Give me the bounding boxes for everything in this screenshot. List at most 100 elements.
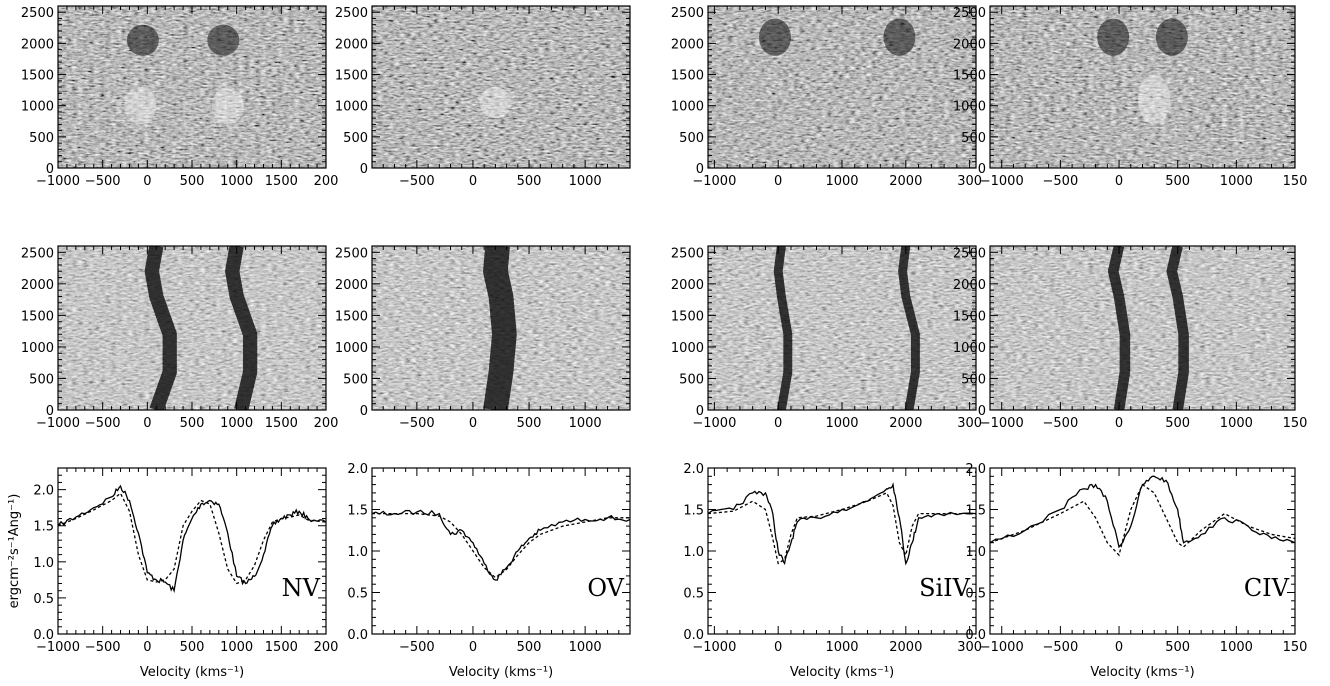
- x-tick-label: 1000: [825, 640, 858, 655]
- x-tick-label: 2000: [889, 640, 922, 655]
- y-tick-label: 0.0: [33, 628, 54, 643]
- track-dark-0: [144, 246, 177, 410]
- x-tick-label: 0: [469, 174, 477, 189]
- y-tick-label: 1500: [21, 69, 54, 84]
- y-tick-label: 2500: [671, 246, 704, 261]
- y-tick-label: 1.5: [683, 504, 704, 519]
- x-tick-label: 1000: [220, 174, 253, 189]
- heatmap-image: [58, 246, 326, 410]
- plot-lines: [990, 475, 1295, 557]
- x-tick-label: 150: [1283, 416, 1308, 431]
- series-solid-line: [58, 484, 326, 594]
- x-axis-title: Velocity (kms⁻¹): [1090, 665, 1194, 680]
- x-tick-label: −1000: [980, 640, 1024, 655]
- ion-label: CIV: [1244, 574, 1290, 602]
- heatmap-image: [990, 6, 1295, 168]
- y-tick-label: 2.0: [965, 462, 986, 477]
- x-tick-label: −500: [399, 174, 435, 189]
- y-axis-title: ergcm⁻²s⁻¹Ang⁻¹): [7, 494, 22, 609]
- y-tick-label: 1.5: [33, 520, 54, 535]
- y-tick-label: 1500: [671, 309, 704, 324]
- x-tick-label: −500: [1043, 174, 1079, 189]
- series-dashed-line: [58, 492, 326, 585]
- feature-bright-3: [211, 87, 244, 125]
- y-tick-label: 0.0: [965, 628, 986, 643]
- x-tick-label: −500: [85, 640, 121, 655]
- y-tick-label: 1000: [335, 341, 368, 356]
- panel-nv-top: −1000 −500 0 500 1000 1500 2000500100015002000…: [21, 5, 338, 189]
- y-tick-label: 2500: [335, 246, 368, 261]
- series-dashed-line: [708, 492, 976, 565]
- y-tick-label: 0: [978, 162, 986, 177]
- y-tick-label: 1500: [953, 309, 986, 324]
- series-solid-line: [990, 475, 1295, 549]
- x-tick-label: 1500: [265, 416, 298, 431]
- y-tick-label: 0.5: [683, 587, 704, 602]
- y-tick-label: 1000: [335, 100, 368, 115]
- track-dark-1: [1166, 246, 1189, 410]
- x-tick-label: 1000: [569, 640, 602, 655]
- y-tick-label: 500: [679, 131, 704, 146]
- feature-bright-2: [124, 87, 157, 125]
- panel-nv-bot: NV Velocity (kms⁻¹) ergcm⁻²s⁻¹Ang⁻¹) −1000−…: [7, 467, 339, 680]
- x-tick-label: −1000: [36, 174, 80, 189]
- x-tick-label: 2000: [889, 416, 922, 431]
- x-tick-label: 1000: [220, 416, 253, 431]
- x-tick-label: 0: [774, 174, 782, 189]
- x-tick-label: −500: [85, 416, 121, 431]
- y-tick-label: 1000: [21, 341, 54, 356]
- feature-bright-0: [479, 87, 512, 119]
- x-tick-label: −1000: [980, 416, 1024, 431]
- x-tick-label: 0: [143, 416, 151, 431]
- heatmap-image: [58, 6, 326, 168]
- heatmap-noise: [372, 6, 630, 168]
- y-tick-label: 0: [46, 162, 54, 177]
- heatmap-image: [372, 246, 630, 410]
- y-tick-label: 2000: [21, 37, 54, 52]
- y-tick-label: 1500: [21, 309, 54, 324]
- ion-label: SiIV: [919, 574, 971, 602]
- y-tick-label: 2500: [335, 6, 368, 21]
- y-tick-label: 2000: [953, 278, 986, 293]
- x-tick-label: −500: [1043, 416, 1079, 431]
- y-tick-label: 2000: [671, 37, 704, 52]
- x-tick-label: 0: [143, 640, 151, 655]
- y-tick-label: 0: [46, 404, 54, 419]
- x-tick-label: 1000: [569, 416, 602, 431]
- x-tick-label: 200: [314, 640, 339, 655]
- heatmap-noise: [58, 246, 326, 410]
- x-tick-label: 500: [517, 640, 542, 655]
- track-dark-1: [225, 246, 258, 410]
- y-tick-label: 1.5: [965, 504, 986, 519]
- y-tick-label: 2500: [21, 6, 54, 21]
- y-tick-label: 2.0: [347, 462, 368, 477]
- y-tick-label: 500: [961, 372, 986, 387]
- track-dark-1: [898, 246, 920, 410]
- axes-frame: [57, 467, 327, 635]
- x-tick-label: 1000: [1220, 416, 1253, 431]
- y-tick-label: 1500: [335, 69, 368, 84]
- x-tick-label: −500: [85, 174, 121, 189]
- x-tick-label: 1000: [825, 174, 858, 189]
- x-tick-label: −1000: [692, 640, 736, 655]
- plot-lines: [58, 484, 326, 594]
- heatmap-noise: [990, 6, 1295, 168]
- x-tick-label: 0: [1115, 640, 1123, 655]
- heatmap-noise: [58, 6, 326, 168]
- plot-lines: [708, 482, 976, 566]
- feature-bright-2: [1138, 74, 1171, 125]
- feature-dark-1: [1155, 18, 1188, 56]
- y-tick-label: 2.0: [683, 462, 704, 477]
- series-solid-line: [708, 482, 976, 566]
- x-tick-label: 500: [180, 174, 205, 189]
- x-tick-label: 200: [314, 416, 339, 431]
- ion-label: OV: [587, 574, 624, 602]
- y-tick-label: 2500: [953, 6, 986, 21]
- x-tick-label: 1500: [265, 174, 298, 189]
- x-tick-label: 500: [180, 416, 205, 431]
- y-tick-label: 0: [360, 404, 368, 419]
- x-tick-label: −1000: [692, 416, 736, 431]
- y-tick-label: 0: [978, 404, 986, 419]
